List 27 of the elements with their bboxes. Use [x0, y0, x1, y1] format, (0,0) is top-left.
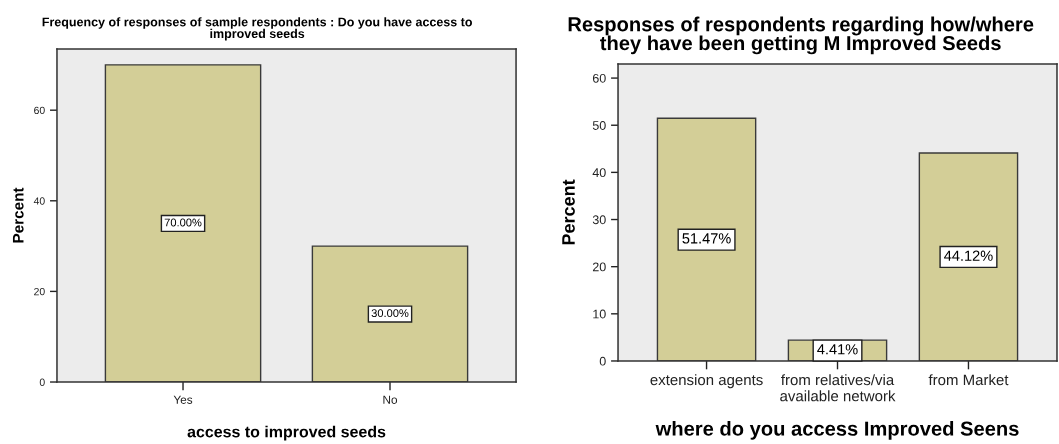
- y-tick-label: 40: [592, 168, 606, 178]
- y-tick-label: 0: [39, 378, 45, 386]
- x-tick-label: from relatives/via available network: [780, 374, 896, 402]
- chart-title: Frequency of responses of sample respondents : Do you have access to improved seeds: [42, 17, 472, 41]
- y-axis-title: Percent: [562, 179, 575, 245]
- x-tick-label: Yes: [173, 395, 193, 404]
- y-tick-label: 40: [33, 197, 45, 205]
- data-label: 44.12%: [944, 250, 993, 261]
- y-tick-label: 20: [34, 287, 45, 296]
- y-tick-label: 0: [599, 356, 606, 366]
- x-axis-title: where do you access Improved Seens: [655, 420, 1019, 440]
- y-tick-label: 20: [592, 262, 606, 272]
- x-axis-title: access to improved seeds: [187, 425, 386, 441]
- y-tick-label: 50: [592, 121, 606, 130]
- chart-title: Responses of respondents regarding how/where they have been getting M Improved Seeds: [568, 16, 1034, 55]
- y-axis-title: Percent: [12, 187, 24, 243]
- data-label: 70.00%: [164, 218, 202, 227]
- data-label: 30.00%: [371, 309, 409, 318]
- data-label: 4.41%: [817, 344, 858, 355]
- x-tick-label: extension agents: [650, 374, 763, 389]
- data-label: 51.47%: [682, 233, 731, 244]
- x-tick-label: from Market: [928, 374, 1009, 386]
- y-tick-label: 60: [592, 73, 606, 83]
- x-tick-label: No: [383, 395, 398, 404]
- y-tick-label: 10: [593, 309, 606, 319]
- y-tick-label: 60: [34, 106, 45, 115]
- y-tick-label: 30: [592, 215, 606, 225]
